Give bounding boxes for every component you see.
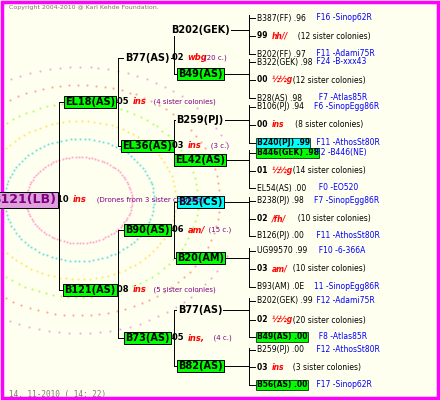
Text: B121(AS): B121(AS) <box>65 285 116 295</box>
Text: F10 -6-366A: F10 -6-366A <box>314 246 365 255</box>
Text: 11 -SinopEgg86R: 11 -SinopEgg86R <box>314 282 379 291</box>
Text: ins: ins <box>132 98 147 106</box>
Text: 03: 03 <box>172 142 186 150</box>
Text: B259(PJ): B259(PJ) <box>176 115 224 125</box>
Text: ins: ins <box>132 286 147 294</box>
Text: wbg: wbg <box>187 54 207 62</box>
Text: B240(PJ) .99: B240(PJ) .99 <box>257 138 310 147</box>
Text: B77(AS): B77(AS) <box>125 53 170 63</box>
Text: F17 -Sinop62R: F17 -Sinop62R <box>314 380 372 389</box>
Text: (Drones from 3 sister colonies): (Drones from 3 sister colonies) <box>90 197 204 203</box>
Text: (14 sister colonies): (14 sister colonies) <box>288 166 366 175</box>
Text: B49(AS) .00: B49(AS) .00 <box>257 332 307 341</box>
Text: F7 -SinopEgg86R: F7 -SinopEgg86R <box>314 196 379 205</box>
Text: (3 c.): (3 c.) <box>204 143 229 149</box>
Text: 00: 00 <box>257 76 270 84</box>
Text: 02: 02 <box>257 316 270 324</box>
Text: B387(FF) .96: B387(FF) .96 <box>257 14 305 22</box>
Text: B73(AS): B73(AS) <box>125 333 170 343</box>
Text: 10: 10 <box>57 196 72 204</box>
Text: B93(AM) .0E: B93(AM) .0E <box>257 282 304 291</box>
Text: ½½g: ½½g <box>271 316 293 324</box>
Text: ins,: ins, <box>187 334 205 342</box>
Text: F16 -Sinop62R: F16 -Sinop62R <box>314 14 372 22</box>
Text: F11 -Adami75R: F11 -Adami75R <box>314 50 374 58</box>
Text: hh//: hh// <box>271 32 288 40</box>
Text: F11 -AthosSt80R: F11 -AthosSt80R <box>314 232 380 240</box>
Text: /fh/: /fh/ <box>271 214 286 223</box>
Text: (3 sister colonies): (3 sister colonies) <box>288 363 361 372</box>
Text: F8 -Atlas85R: F8 -Atlas85R <box>314 332 367 341</box>
Text: 05: 05 <box>172 334 186 342</box>
Text: 14. 11-2010 ( 14: 22): 14. 11-2010 ( 14: 22) <box>9 390 106 399</box>
Text: B238(PJ) .98: B238(PJ) .98 <box>257 196 303 205</box>
Text: B77(AS): B77(AS) <box>178 305 223 315</box>
Text: ins: ins <box>187 142 202 150</box>
Text: (5 sister colonies): (5 sister colonies) <box>149 287 216 293</box>
Text: ins: ins <box>271 363 284 372</box>
Text: F0 -EO520: F0 -EO520 <box>314 184 358 192</box>
Text: am/: am/ <box>271 264 287 273</box>
Text: (20 sister colonies): (20 sister colonies) <box>288 316 366 324</box>
Text: F12 -Adami75R: F12 -Adami75R <box>314 296 374 305</box>
Text: 05: 05 <box>117 98 131 106</box>
Text: (20 c.): (20 c.) <box>204 55 227 61</box>
Text: B49(AS): B49(AS) <box>178 69 223 79</box>
Text: B82(AS): B82(AS) <box>178 361 223 371</box>
Text: (12 sister colonies): (12 sister colonies) <box>293 32 370 40</box>
Text: F12 -AthosSt80R: F12 -AthosSt80R <box>314 345 380 354</box>
Text: EL18(AS): EL18(AS) <box>65 97 115 107</box>
Text: 03: 03 <box>257 363 270 372</box>
Text: B121(LB): B121(LB) <box>0 194 57 206</box>
Text: B259(PJ) .00: B259(PJ) .00 <box>257 345 304 354</box>
Text: B126(PJ) .00: B126(PJ) .00 <box>257 232 304 240</box>
Text: (4 c.): (4 c.) <box>209 335 232 341</box>
Text: B28(AS) .98: B28(AS) .98 <box>257 94 301 102</box>
Text: F7 -Atlas85R: F7 -Atlas85R <box>314 94 367 102</box>
Text: 02: 02 <box>257 214 270 223</box>
Text: 06: 06 <box>172 226 186 234</box>
Text: (12 sister colonies): (12 sister colonies) <box>288 76 366 84</box>
Text: EL54(AS) .00: EL54(AS) .00 <box>257 184 306 192</box>
Text: B446(GEK) .98: B446(GEK) .98 <box>257 148 319 157</box>
Text: F24 -B-xxx43: F24 -B-xxx43 <box>314 58 366 66</box>
Text: am/: am/ <box>187 226 205 234</box>
Text: ins: ins <box>271 120 284 129</box>
Text: B56(AS) .00: B56(AS) .00 <box>257 380 307 389</box>
Text: B25(CS): B25(CS) <box>178 197 222 207</box>
Text: 03: 03 <box>257 264 270 273</box>
Text: B106(PJ) .94: B106(PJ) .94 <box>257 102 304 111</box>
Text: (15 c.): (15 c.) <box>204 227 231 233</box>
Text: F6 -SinopEgg86R: F6 -SinopEgg86R <box>314 102 379 111</box>
Text: 01: 01 <box>257 166 270 175</box>
Text: ½½g: ½½g <box>271 166 293 175</box>
Text: B20(AM): B20(AM) <box>177 253 224 263</box>
Text: (8 sister colonies): (8 sister colonies) <box>288 120 363 129</box>
Text: EL42(AS): EL42(AS) <box>175 155 225 165</box>
Text: ½½g: ½½g <box>271 76 293 84</box>
Text: B90(AS): B90(AS) <box>125 225 170 235</box>
Text: F11 -AthosSt80R: F11 -AthosSt80R <box>314 138 380 147</box>
Text: (10 sister colonies): (10 sister colonies) <box>293 214 371 223</box>
Text: 00: 00 <box>257 120 270 129</box>
Text: ins: ins <box>73 196 87 204</box>
Text: B202(FF) .97: B202(FF) .97 <box>257 50 305 58</box>
Text: EL36(AS): EL36(AS) <box>122 141 172 151</box>
Text: B202(GEK) .99: B202(GEK) .99 <box>257 296 312 305</box>
Text: UG99570 .99: UG99570 .99 <box>257 246 307 255</box>
Text: 99: 99 <box>257 32 270 40</box>
Text: B202(GEK): B202(GEK) <box>171 25 230 35</box>
Text: Copyright 2004-2010 @ Karl Kehde Foundation.: Copyright 2004-2010 @ Karl Kehde Foundat… <box>9 5 158 10</box>
Text: (4 sister colonies): (4 sister colonies) <box>149 99 216 105</box>
Text: F2 -B446(NE): F2 -B446(NE) <box>314 148 367 157</box>
Text: (10 sister colonies): (10 sister colonies) <box>288 264 366 273</box>
Text: 02: 02 <box>172 54 186 62</box>
Text: B322(GEK) .98: B322(GEK) .98 <box>257 58 312 66</box>
Text: 08: 08 <box>117 286 131 294</box>
